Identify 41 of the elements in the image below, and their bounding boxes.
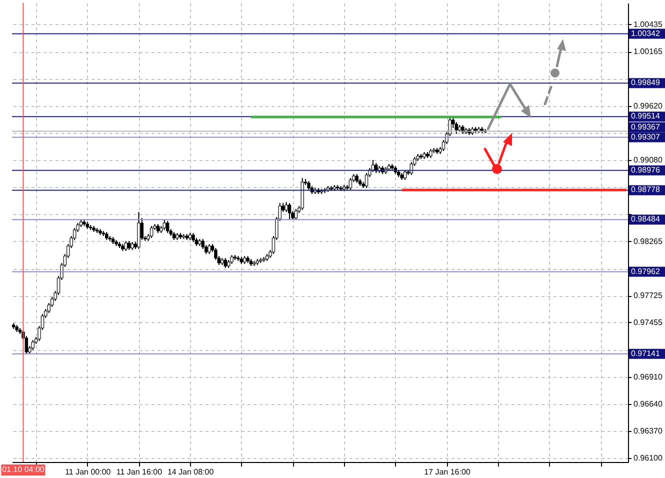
ref-line-label: 0.99367 <box>631 122 660 132</box>
candlestick <box>288 202 292 220</box>
x-tick-label: 17 Jan 16:00 <box>424 468 471 476</box>
ref-line-label: 0.98484 <box>631 214 660 224</box>
x-tick-label: 11 Jan 00:00 <box>65 468 112 476</box>
x-tick-label: 11 Jan 16:00 <box>116 468 163 476</box>
candlestick <box>403 170 407 180</box>
candlestick <box>31 340 34 350</box>
ref-line-label: 0.98976 <box>631 165 660 174</box>
candlestick <box>208 244 211 254</box>
y-tick-label: 1.00165 <box>634 47 663 56</box>
x-tick-label: 01.10 04:00 <box>2 465 45 474</box>
ref-line-label: 0.99849 <box>631 78 660 88</box>
candlestick <box>224 258 227 268</box>
ref-line-label: 0.98778 <box>631 185 660 194</box>
candlestick <box>162 220 166 230</box>
candlestick <box>348 178 352 190</box>
candlestick <box>294 208 298 220</box>
y-tick-label: 0.97725 <box>634 291 663 300</box>
ref-line-label: 1.00342 <box>631 28 660 38</box>
y-tick-label: 0.98265 <box>634 237 663 246</box>
ref-line-label: 0.97141 <box>631 348 660 358</box>
y-tick-label: 0.99620 <box>634 102 663 110</box>
ref-line-label: 0.99514 <box>631 112 660 121</box>
y-tick-label: 0.96100 <box>634 454 663 462</box>
y-tick-label: 0.96910 <box>634 372 663 382</box>
y-tick-label: 0.96370 <box>634 426 663 436</box>
candlestick <box>166 220 170 234</box>
ref-line-label: 0.97962 <box>631 266 660 276</box>
y-tick-label: 0.96640 <box>634 400 663 408</box>
candlestick <box>454 122 458 134</box>
x-tick-label: 14 Jan 08:00 <box>167 468 214 476</box>
candlestick <box>24 336 28 354</box>
candlestick <box>124 240 128 252</box>
ref-line-label: 0.99307 <box>631 132 660 142</box>
y-tick-label: 1.00435 <box>634 20 663 29</box>
candlestick <box>284 202 288 212</box>
candlestick <box>150 226 154 238</box>
candlestick <box>137 212 140 250</box>
y-tick-label: 0.97455 <box>634 318 663 327</box>
y-tick-label: 0.99080 <box>634 156 663 164</box>
